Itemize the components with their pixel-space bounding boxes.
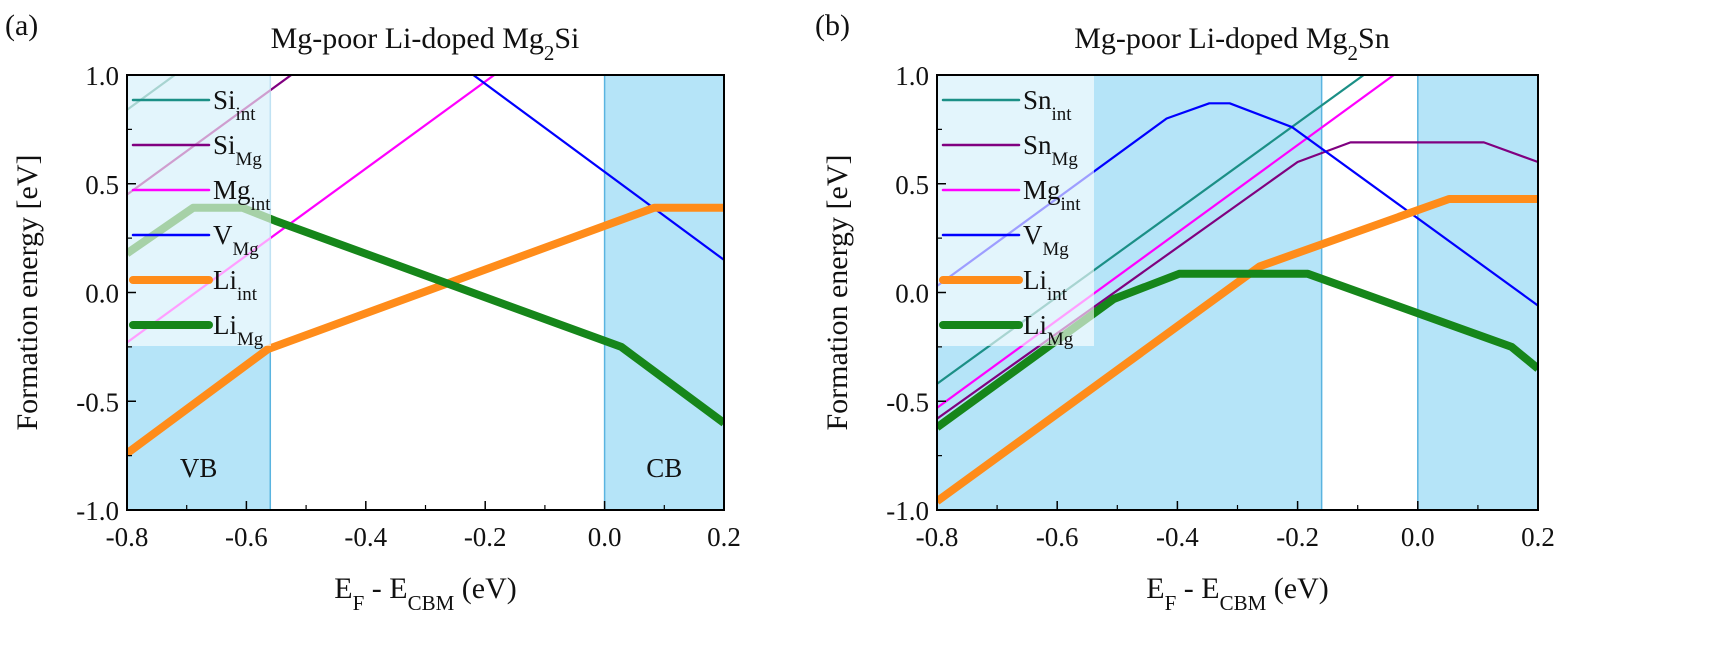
legend-label-sub: Mg	[1047, 329, 1074, 350]
y-tick-label: 1.0	[85, 61, 119, 91]
y-axis-label: Formation energy [eV]	[821, 154, 854, 430]
title-text: Si	[554, 22, 579, 55]
legend-label: Mgint	[1023, 175, 1081, 215]
legend-label-base: Si	[213, 85, 236, 115]
series-line-v-mg	[472, 75, 724, 261]
title-text: Sn	[1358, 22, 1390, 55]
title-sub: 2	[544, 41, 555, 65]
legend-label-base: Li	[213, 310, 237, 340]
y-tick-label: 0.5	[85, 170, 119, 200]
legend-label: VMg	[213, 220, 259, 260]
legend-box	[128, 76, 271, 346]
legend-label-base: V	[213, 220, 233, 250]
x-tick-label: -0.2	[464, 522, 507, 552]
legend-label-base: Li	[213, 265, 237, 295]
chart-title: Mg-poor Li-doped Mg2Si	[271, 22, 580, 65]
series-line-sn-mg	[937, 141, 1538, 420]
x-tick-label: -0.8	[916, 522, 959, 552]
legend-label: Liint	[1023, 265, 1068, 305]
y-tick-label: -1.0	[886, 496, 929, 526]
xlabel-text: E	[334, 572, 352, 605]
legend-label: LiMg	[1023, 310, 1074, 350]
xlabel-sub: CBM	[408, 591, 455, 615]
legend-label-sub: Mg	[236, 149, 263, 170]
legend-label: Liint	[213, 265, 258, 305]
x-tick-label: 0.0	[588, 522, 622, 552]
legend-label-base: Li	[1023, 265, 1047, 295]
x-axis-label: EF - ECBM (eV)	[334, 572, 517, 615]
x-tick-label: 0.0	[1401, 522, 1435, 552]
band-label: CB	[646, 453, 682, 483]
legend-label: VMg	[1023, 220, 1069, 260]
x-axis-label: EF - ECBM (eV)	[1146, 572, 1329, 615]
legend-label-sub: Mg	[237, 329, 264, 350]
band-region	[604, 75, 724, 510]
legend-label-sub: Mg	[233, 239, 260, 260]
x-tick-label: -0.8	[106, 522, 149, 552]
x-tick-label: -0.2	[1276, 522, 1319, 552]
chart-title: Mg-poor Li-doped Mg2Sn	[1074, 22, 1389, 65]
legend-label-base: Mg	[1023, 175, 1061, 205]
panel-label: (b)	[815, 9, 850, 42]
legend-label-sub: int	[236, 104, 257, 125]
series-line-mg-int	[937, 75, 1395, 409]
y-tick-label: 0.0	[895, 279, 929, 309]
xlabel-text: - E	[1176, 572, 1219, 605]
x-tick-label: 0.2	[1521, 522, 1555, 552]
x-tick-label: -0.4	[344, 522, 387, 552]
panel-label: (a)	[5, 9, 38, 42]
legend-label-base: Sn	[1023, 85, 1052, 115]
xlabel-sub: F	[1165, 591, 1177, 615]
y-tick-label: 0.5	[895, 170, 929, 200]
legend-box	[938, 76, 1094, 346]
legend-label-base: Mg	[213, 175, 251, 205]
y-tick-label: -0.5	[886, 387, 929, 417]
legend-label: Snint	[1023, 85, 1072, 125]
series-line-li-int	[127, 203, 724, 457]
y-tick-label: 0.0	[85, 279, 119, 309]
x-tick-label: 0.2	[707, 522, 741, 552]
legend-label-sub: int	[237, 284, 258, 305]
legend-label-base: Sn	[1023, 130, 1052, 160]
y-axis-label: Formation energy [eV]	[11, 154, 44, 430]
title-text: Mg-poor Li-doped Mg	[1074, 22, 1347, 55]
legend-label-sub: int	[1047, 284, 1068, 305]
legend-label: SiMg	[213, 130, 262, 170]
legend-label-base: Li	[1023, 310, 1047, 340]
x-tick-label: -0.4	[1156, 522, 1199, 552]
y-tick-label: -1.0	[76, 496, 119, 526]
legend-label-sub: int	[1052, 104, 1073, 125]
xlabel-text: E	[1146, 572, 1164, 605]
legend-label: Mgint	[213, 175, 271, 215]
title-text: Mg-poor Li-doped Mg	[271, 22, 544, 55]
x-tick-label: -0.6	[225, 522, 268, 552]
legend-label-sub: Mg	[1052, 149, 1079, 170]
xlabel-text: - E	[364, 572, 407, 605]
legend-label-sub: int	[1061, 194, 1082, 215]
band-label: VB	[180, 453, 218, 483]
xlabel-text: (eV)	[1266, 572, 1328, 605]
band-region	[1417, 75, 1538, 510]
x-tick-label: -0.6	[1036, 522, 1079, 552]
legend-label-sub: int	[251, 194, 272, 215]
series-line-v-mg	[937, 102, 1538, 307]
xlabel-text: (eV)	[454, 572, 516, 605]
title-sub: 2	[1348, 41, 1359, 65]
legend-label: LiMg	[213, 310, 264, 350]
series-line-li-int	[937, 195, 1538, 505]
y-tick-label: -0.5	[76, 387, 119, 417]
legend-label-base: Si	[213, 130, 236, 160]
legend-label-sub: Mg	[1043, 239, 1070, 260]
legend-label: SnMg	[1023, 130, 1078, 170]
y-tick-label: 1.0	[895, 61, 929, 91]
xlabel-sub: CBM	[1220, 591, 1267, 615]
xlabel-sub: F	[353, 591, 365, 615]
legend-label: Siint	[213, 85, 256, 125]
legend-label-base: V	[1023, 220, 1043, 250]
